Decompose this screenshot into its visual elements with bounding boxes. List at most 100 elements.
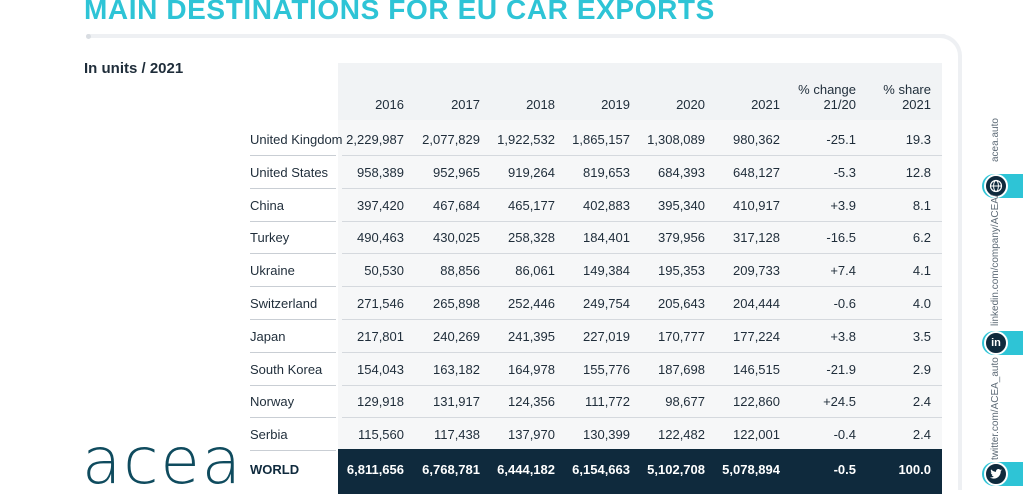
value-cell-2019: 1,865,157	[572, 132, 630, 147]
value-cell-2016: 397,420	[357, 197, 404, 213]
page-title: MAIN DESTINATIONS FOR EU CAR EXPORTS	[84, 0, 715, 25]
frame-right-border	[958, 70, 962, 490]
value-cell-2019: 402,883	[583, 197, 630, 213]
value-cell-2017: 88,856	[440, 263, 480, 279]
country-name: South Korea	[250, 361, 323, 377]
row-divider	[342, 384, 942, 386]
column-header-change-line: % change	[798, 82, 856, 97]
value-cell-2017: 430,025	[433, 230, 480, 246]
row-divider	[250, 187, 336, 189]
row-divider	[250, 384, 336, 386]
column-header-label: 2019	[601, 97, 630, 112]
row-divider	[250, 450, 336, 452]
world-value-2016: 6,811,656	[346, 462, 404, 477]
frame-top-border	[86, 34, 946, 38]
world-value-2021: 5,078,894	[722, 462, 780, 477]
country-name: United Kingdom	[250, 132, 343, 147]
change-cell: +3.8	[830, 328, 856, 344]
row-divider	[342, 187, 942, 189]
value-cell-2018: 465,177	[508, 197, 555, 213]
value-cell-2019: 111,772	[584, 394, 630, 410]
value-cell-2020: 195,353	[658, 263, 705, 279]
world-change: -0.5	[833, 462, 856, 477]
value-cell-2020: 395,340	[658, 197, 705, 213]
country-name: Switzerland	[250, 296, 318, 311]
value-cell-2017: 467,684	[433, 197, 480, 213]
change-cell: -25.1	[826, 132, 856, 147]
subtitle: In units / 2021	[84, 60, 184, 77]
world-value-2018: 6,444,182	[497, 462, 555, 477]
value-cell-2021: 209,733	[733, 263, 780, 279]
row-divider	[342, 155, 942, 156]
value-cell-2017: 163,182	[433, 361, 480, 377]
share-cell: 4.0	[912, 296, 931, 311]
value-cell-2019: 155,776	[583, 361, 630, 377]
row-divider	[342, 351, 942, 353]
change-cell: -0.4	[833, 427, 856, 443]
value-cell-2021: 317,128	[733, 230, 780, 246]
column-header-change-line: 21/20	[823, 97, 856, 112]
table-header-background	[338, 63, 942, 120]
value-cell-2021: 204,444	[733, 296, 780, 311]
row-divider	[250, 417, 336, 419]
column-header-share: % share 2021	[861, 63, 931, 120]
table-row: Serbia 115,560 117,438 137,970 130,399 122,48…	[248, 418, 942, 452]
country-name: United States	[250, 164, 329, 180]
share-cell: 2.4	[912, 394, 931, 410]
value-cell-2019: 130,399	[583, 427, 630, 443]
world-share: 100.0	[898, 462, 931, 477]
value-cell-2020: 1,308,089	[647, 132, 705, 147]
value-cell-2017: 265,898	[433, 296, 480, 311]
value-cell-2020: 379,956	[658, 230, 705, 246]
column-header-label: 2020	[676, 97, 705, 112]
column-header-label: 2018	[526, 97, 555, 112]
table-row: Norway 129,918 131,917 124,356 111,772 98,677…	[248, 385, 942, 419]
value-cell-2021: 410,917	[733, 197, 780, 213]
value-cell-2020: 187,698	[658, 361, 705, 377]
value-cell-2016: 271,546	[357, 296, 404, 311]
value-cell-2016: 115,560	[357, 427, 404, 443]
value-cell-2016: 217,801	[357, 328, 404, 344]
change-cell: -16.5	[826, 230, 856, 246]
change-cell: +3.9	[830, 197, 856, 213]
row-divider	[250, 155, 336, 156]
world-value-2017: 6,768,781	[422, 462, 480, 477]
change-cell: +24.5	[823, 394, 856, 410]
value-cell-2019: 149,384	[583, 263, 630, 279]
column-header-2020: 2020	[635, 63, 705, 120]
share-cell: 8.1	[912, 197, 931, 213]
value-cell-2020: 122,482	[658, 427, 705, 443]
change-cell: +7.4	[830, 263, 856, 279]
value-cell-2018: 124,356	[508, 394, 555, 410]
website-link[interactable]: acea.auto	[990, 118, 1001, 162]
value-cell-2019: 227,019	[583, 328, 630, 344]
value-cell-2020: 170,777	[658, 328, 705, 344]
linkedin-link[interactable]: linkedin.com/company/ACEA/	[990, 194, 1001, 326]
column-header-2021: 2021	[710, 63, 780, 120]
country-name: Japan	[250, 328, 286, 344]
table-row: United States 958,389 952,965 919,264 819,65…	[248, 156, 942, 189]
value-cell-2021: 146,515	[733, 361, 780, 377]
globe-icon[interactable]	[984, 174, 1008, 198]
acea-logo: acea	[82, 425, 243, 499]
world-value-2020: 5,102,708	[647, 462, 705, 477]
value-cell-2021: 122,860	[733, 394, 780, 410]
world-value-2019: 6,154,663	[572, 462, 630, 477]
value-cell-2016: 958,389	[357, 164, 404, 180]
row-divider	[250, 253, 336, 255]
table-row: Switzerland 271,546 265,898 252,446 249,754 2…	[248, 287, 942, 320]
value-cell-2017: 131,917	[433, 394, 480, 410]
change-cell: -21.9	[826, 361, 856, 377]
value-cell-2017: 240,269	[433, 328, 480, 344]
value-cell-2017: 117,438	[433, 427, 480, 443]
value-cell-2019: 819,653	[583, 164, 630, 180]
twitter-icon[interactable]	[984, 462, 1008, 486]
value-cell-2016: 154,043	[357, 361, 404, 377]
row-divider	[342, 319, 942, 320]
table-row: Ukraine 50,530 88,856 86,061 149,384 195,353 2…	[248, 254, 942, 288]
linkedin-icon[interactable]: in	[984, 331, 1008, 355]
value-cell-2021: 648,127	[733, 164, 780, 180]
frame-corner	[916, 34, 962, 80]
value-cell-2018: 1,922,532	[497, 132, 555, 147]
twitter-link[interactable]: twitter.com/ACEA_auto	[990, 357, 1001, 460]
